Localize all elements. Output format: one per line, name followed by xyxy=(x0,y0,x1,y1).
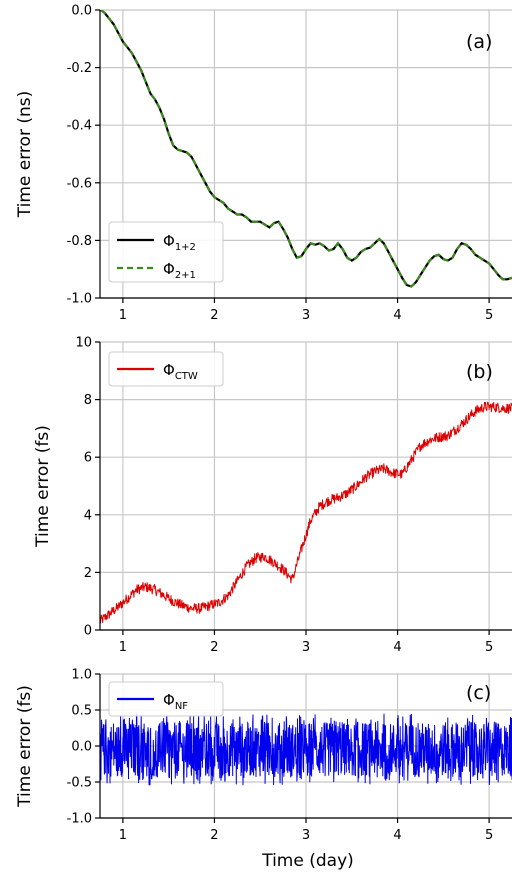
legend-entry-phi-2-1: Φ2+1 xyxy=(163,260,196,281)
panel-c: 1.0 0.5 0.0 -0.5 -1.0 1 2 3 4 5 (c) Time error (… xyxy=(15,668,512,871)
y-tick-label: 0 xyxy=(84,624,92,639)
x-tick-label: 2 xyxy=(210,828,218,843)
legend-entry-phi-ctw: ΦCTW xyxy=(163,361,198,382)
x-axis-label: Time (day) xyxy=(261,851,354,871)
x-tick-label: 4 xyxy=(393,640,401,655)
y-tick-label: 6 xyxy=(84,451,92,466)
legend-entry-phi-2-1-subscript: 2+1 xyxy=(175,270,196,281)
panel-a-x-ticks: 1 2 3 4 5 xyxy=(119,298,493,323)
y-tick-label: 4 xyxy=(84,508,92,523)
y-tick-label: 1.0 xyxy=(71,668,92,683)
panel-c-x-ticks: 1 2 3 4 5 xyxy=(119,818,493,843)
y-tick-label: 10 xyxy=(75,336,92,351)
panel-b-legend-box xyxy=(108,351,224,387)
legend-entry-phi-nf-symbol: Φ xyxy=(163,691,175,709)
panel-a-legend: Φ1+2 Φ2+1 xyxy=(108,221,224,283)
series-line-phi-ctw xyxy=(100,401,512,624)
x-tick-label: 5 xyxy=(485,308,493,323)
y-tick-label: -0.6 xyxy=(67,176,92,191)
panel-a-label: (a) xyxy=(466,31,492,53)
y-tick-label: -0.4 xyxy=(67,119,92,134)
y-tick-label: -0.2 xyxy=(67,61,92,76)
legend-entry-phi-nf-subscript: NF xyxy=(175,701,188,712)
series-line-phi-nf xyxy=(100,713,512,786)
legend-entry-phi-2-1-symbol: Φ xyxy=(163,260,175,278)
series-line-phi-2-1 xyxy=(100,10,512,288)
x-tick-label: 5 xyxy=(485,640,493,655)
panel-b-label: (b) xyxy=(466,361,493,383)
legend-entry-phi-1-2-symbol: Φ xyxy=(163,232,175,250)
x-tick-label: 4 xyxy=(393,828,401,843)
panel-a-y-axis-label: Time error (ns) xyxy=(15,91,35,218)
panel-a-y-ticks: 0.0 -0.2 -0.4 -0.6 -0.8 -1.0 xyxy=(67,4,100,307)
y-tick-label: 8 xyxy=(84,393,92,408)
panel-c-y-axis-label: Time error (fs) xyxy=(15,685,35,808)
legend-entry-phi-ctw-symbol: Φ xyxy=(163,361,175,379)
x-tick-label: 5 xyxy=(485,828,493,843)
panel-b-y-ticks: 0 2 4 6 8 10 xyxy=(75,336,100,639)
panel-c-y-ticks: 1.0 0.5 0.0 -0.5 -1.0 xyxy=(67,668,100,827)
panel-c-legend-box xyxy=(108,681,224,717)
panel-a-grid xyxy=(100,9,512,299)
panel-b-y-axis-label: Time error (fs) xyxy=(33,425,53,548)
x-tick-label: 2 xyxy=(210,640,218,655)
legend-entry-phi-ctw-subscript: CTW xyxy=(175,371,198,382)
panel-c-legend: ΦNF xyxy=(108,681,224,717)
legend-entry-phi-1-2: Φ1+2 xyxy=(163,232,196,253)
panel-c-label: (c) xyxy=(466,682,491,704)
x-tick-label: 3 xyxy=(302,828,310,843)
x-tick-label: 1 xyxy=(119,308,127,323)
x-tick-label: 3 xyxy=(302,640,310,655)
x-tick-label: 4 xyxy=(393,308,401,323)
y-tick-label: 2 xyxy=(84,566,92,581)
y-tick-label: -0.5 xyxy=(67,776,92,791)
x-tick-label: 3 xyxy=(302,308,310,323)
legend-entry-phi-1-2-subscript: 1+2 xyxy=(175,242,196,253)
panel-a: 0.0 -0.2 -0.4 -0.6 -0.8 -1.0 1 2 3 4 5 (a) Time e… xyxy=(15,4,512,323)
x-tick-label: 1 xyxy=(119,640,127,655)
x-tick-label: 2 xyxy=(210,308,218,323)
y-tick-label: 0.0 xyxy=(71,740,92,755)
panel-b-x-ticks: 1 2 3 4 5 xyxy=(119,630,493,655)
y-tick-label: -1.0 xyxy=(67,812,92,827)
y-tick-label: -1.0 xyxy=(67,292,92,307)
y-tick-label: -0.8 xyxy=(67,234,92,249)
y-tick-label: 0.5 xyxy=(71,704,92,719)
x-tick-label: 1 xyxy=(119,828,127,843)
legend-entry-phi-nf: ΦNF xyxy=(163,691,188,712)
y-tick-label: 0.0 xyxy=(71,4,92,19)
panel-b-legend: ΦCTW xyxy=(108,351,224,387)
